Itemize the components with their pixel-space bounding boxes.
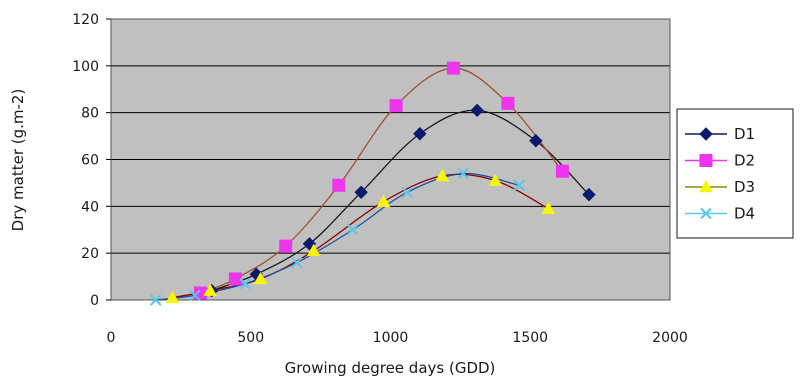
point-d4-6 <box>457 167 469 180</box>
x-axis-ticks: 0 500 1000 1500 2000 <box>107 330 688 346</box>
point-d2-3 <box>332 178 346 192</box>
trend-line-d1 <box>211 109 590 292</box>
y-tick-label-6: 120 <box>72 12 99 28</box>
point-d3-1 <box>203 283 218 296</box>
point-d3-6 <box>488 173 503 186</box>
legend-marker-d4 <box>700 207 712 220</box>
point-d4-7-b <box>513 179 525 191</box>
point-d1-3 <box>354 185 368 199</box>
x-tick-label-3: 1500 <box>512 330 548 346</box>
point-d3-5 <box>435 168 450 182</box>
point-d1-6 <box>529 134 543 148</box>
point-d4-1-b <box>189 289 201 302</box>
x-tick-label-4: 2000 <box>652 330 688 346</box>
point-d3-2 <box>253 271 268 285</box>
x-axis-label: Growing degree days (GDD) <box>285 359 496 377</box>
data-points <box>150 61 596 306</box>
legend: D1 D2 D3 D4 <box>676 108 794 239</box>
y-axis-ticks: 0 20 40 60 80 100 120 <box>72 12 111 309</box>
point-d4-2 <box>239 277 251 290</box>
point-d4-0 <box>150 294 162 306</box>
legend-marker-d3 <box>699 179 713 193</box>
point-d2-2 <box>279 239 293 253</box>
legend-items: D1 D2 D3 D4 <box>685 125 755 223</box>
x-tick-label-1: 500 <box>237 330 264 346</box>
x-tick-label-2: 1000 <box>373 330 409 346</box>
x-tick-label-0: 0 <box>107 330 116 346</box>
point-d4-6-b <box>457 167 469 180</box>
legend-label-d1: D1 <box>734 125 755 143</box>
point-d4-5 <box>401 186 413 198</box>
point-d1-7 <box>582 187 596 202</box>
point-d2-1 <box>228 272 242 286</box>
point-d2-4 <box>389 99 403 113</box>
point-d4-3 <box>291 256 303 269</box>
point-d3-0 <box>165 290 180 303</box>
legend-marker-d4-b <box>700 207 712 220</box>
point-d2-7 <box>555 164 569 178</box>
point-d4-0-b <box>150 294 162 306</box>
point-d3-4 <box>376 194 391 207</box>
point-d2-6 <box>501 96 515 110</box>
point-d4-3-b <box>291 256 303 269</box>
point-d3-7 <box>541 201 556 214</box>
point-d2-5 <box>446 61 460 75</box>
legend-box <box>676 108 794 239</box>
y-tick-label-5: 100 <box>72 59 99 75</box>
y-tick-label-3: 60 <box>81 153 99 169</box>
y-tick-label-2: 40 <box>81 199 99 215</box>
point-d1-5 <box>470 103 484 118</box>
point-d4-4 <box>347 224 359 236</box>
point-d4-4-b <box>347 224 359 236</box>
y-axis-label: Dry matter (g.m-2) <box>9 89 27 232</box>
point-d4-5-b <box>401 186 413 198</box>
point-d4-7 <box>513 179 525 191</box>
legend-label-d2: D2 <box>734 152 755 170</box>
legend-label-d4: D4 <box>734 205 755 223</box>
point-d3-3 <box>306 243 321 257</box>
legend-marker-d2 <box>699 154 713 167</box>
y-tick-label-4: 80 <box>81 106 99 122</box>
point-d4-1 <box>189 289 201 302</box>
legend-label-d3: D3 <box>734 178 755 196</box>
legend-marker-d1 <box>699 127 713 141</box>
point-d4-2-b <box>239 277 251 290</box>
y-tick-label-1: 20 <box>81 246 99 262</box>
point-d1-4 <box>413 127 427 141</box>
y-tick-label-0: 0 <box>90 293 99 309</box>
